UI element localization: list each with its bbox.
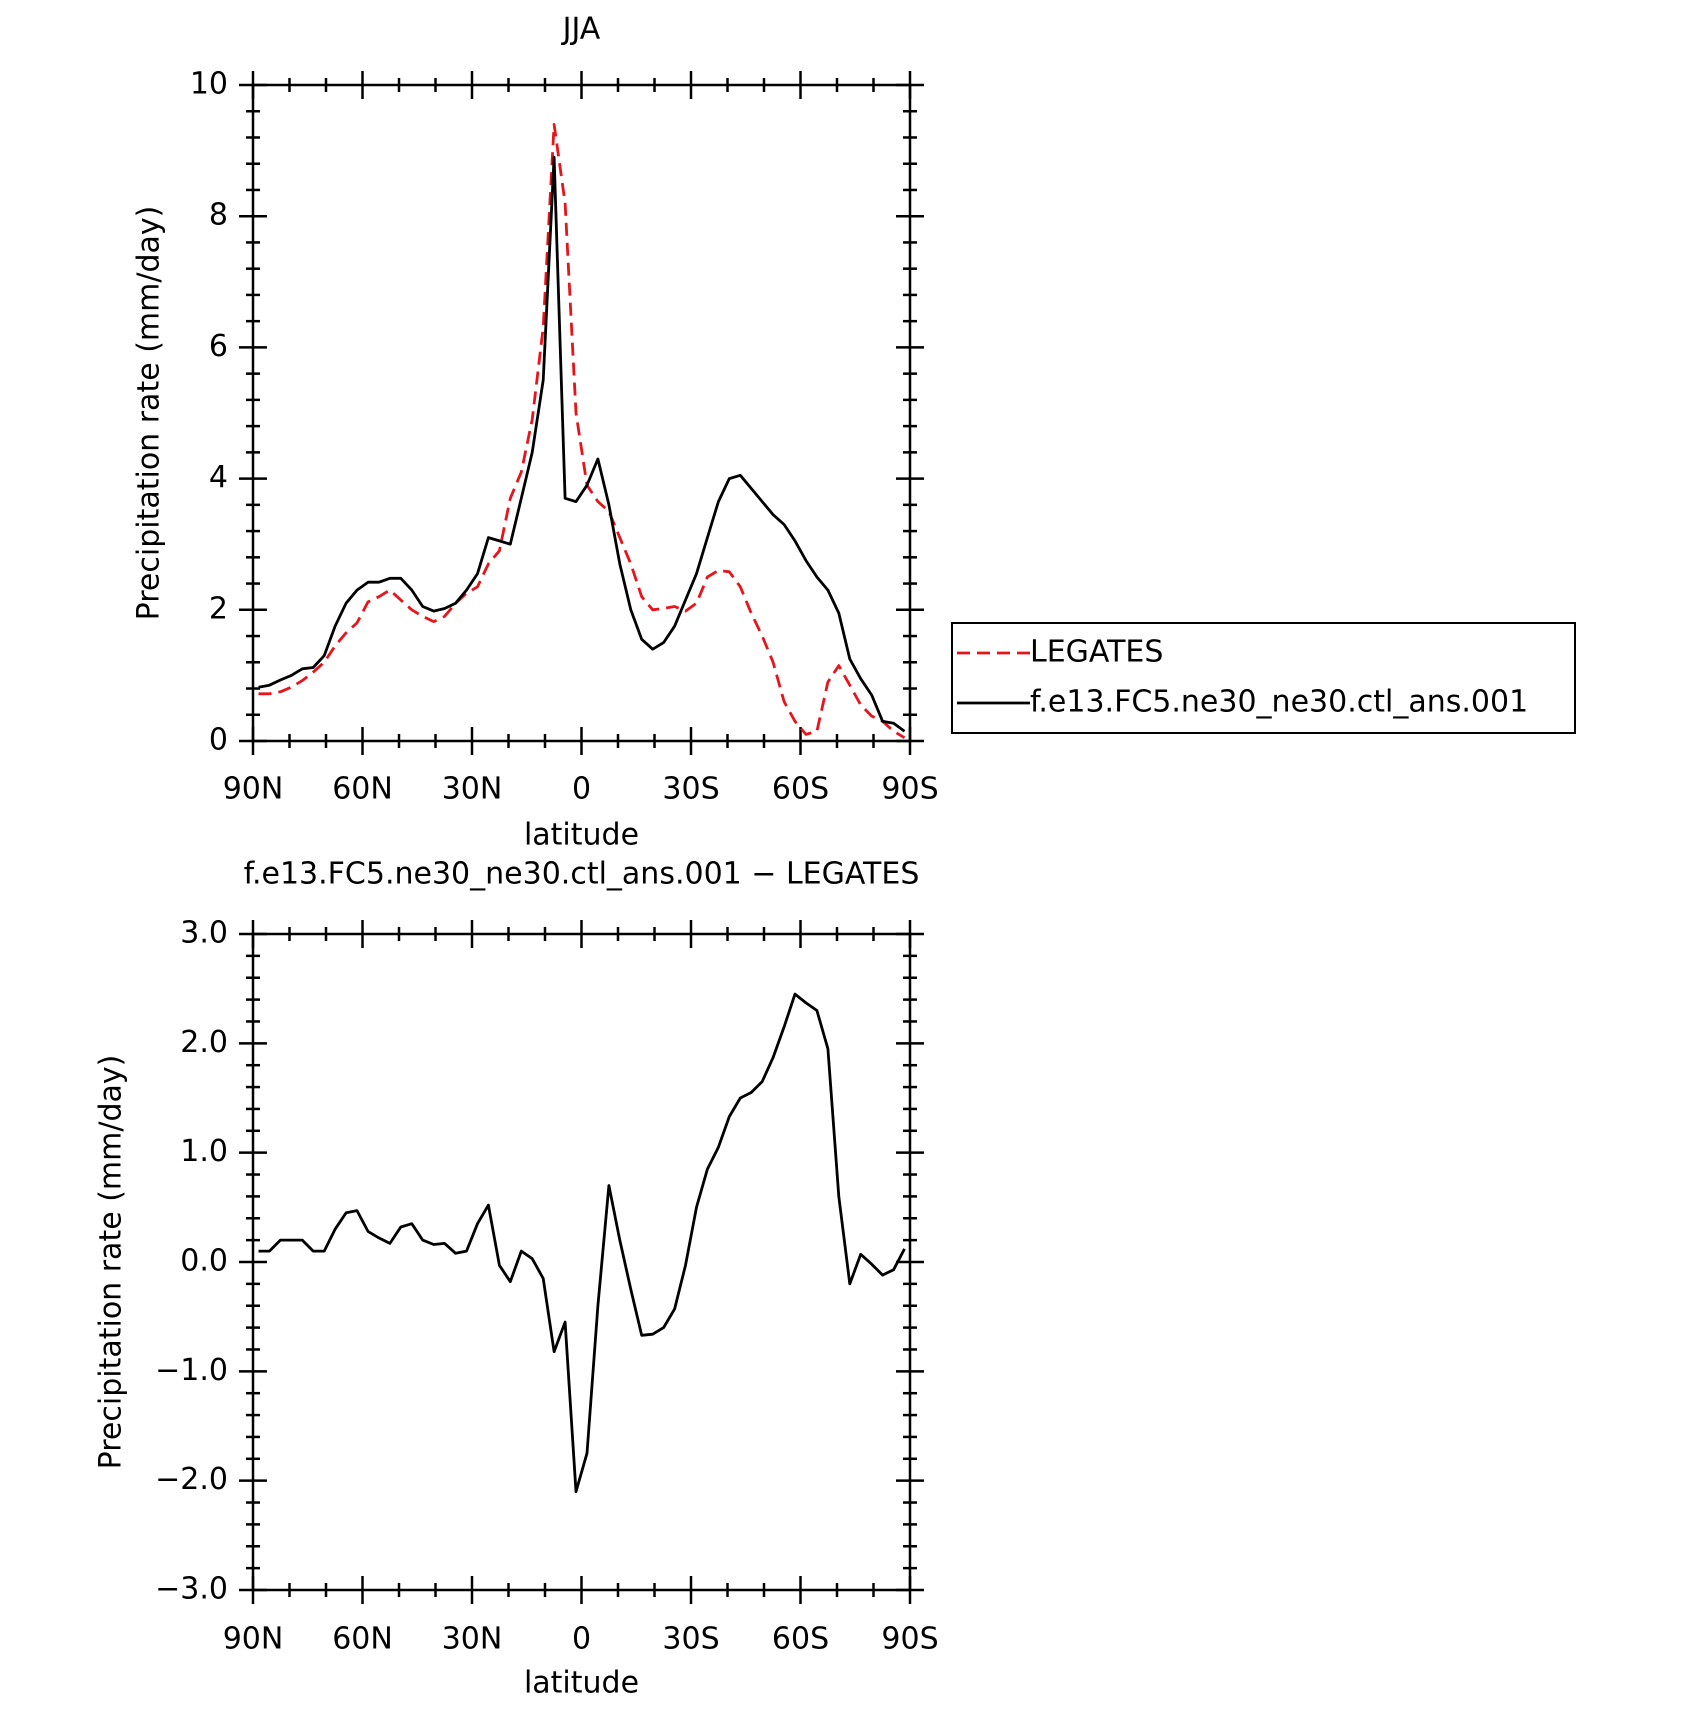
x-tick-label: 90N xyxy=(223,1622,284,1657)
legend-label: f.e13.FC5.ne30_ne30.ctl_ans.001 xyxy=(1030,685,1528,720)
x-tick-label: 30N xyxy=(442,1622,503,1657)
data-line xyxy=(258,992,906,1493)
x-tick-label: 90S xyxy=(881,772,938,807)
y-tick-label: 0.0 xyxy=(180,1244,228,1279)
x-tick-label: 0 xyxy=(572,772,591,807)
y-tick-label: 4 xyxy=(209,460,228,495)
x-tick-label: 90S xyxy=(881,1622,938,1657)
y-tick-label: −1.0 xyxy=(155,1353,228,1388)
x-tick-label: 30N xyxy=(442,772,503,807)
x-tick-label: 60N xyxy=(332,772,393,807)
x-tick-label: 0 xyxy=(572,1622,591,1657)
y-tick-label: 8 xyxy=(209,198,228,233)
plot-frame xyxy=(251,932,912,1592)
data-line xyxy=(258,123,906,739)
chart-title: f.e13.FC5.ne30_ne30.ctl_ans.001 − LEGATE… xyxy=(244,857,920,892)
y-tick-label: 3.0 xyxy=(180,916,228,951)
y-tick-label: 0 xyxy=(209,723,228,758)
y-axis-label: Precipitation rate (mm/day) xyxy=(94,1055,129,1470)
legend-box xyxy=(951,622,1576,734)
y-axis-label: Precipitation rate (mm/day) xyxy=(132,206,167,621)
y-tick-label: 1.0 xyxy=(180,1134,228,1169)
y-tick-label: 6 xyxy=(209,329,228,364)
data-line xyxy=(258,155,906,733)
x-axis-label: latitude xyxy=(524,818,639,853)
y-tick-label: −2.0 xyxy=(155,1462,228,1497)
x-tick-label: 90N xyxy=(223,772,284,807)
x-tick-label: 30S xyxy=(662,1622,719,1657)
chart-title: JJA xyxy=(561,12,601,47)
x-tick-label: 60S xyxy=(772,772,829,807)
x-axis-label: latitude xyxy=(524,1666,639,1701)
y-tick-label: 2 xyxy=(209,591,228,626)
plot-frame xyxy=(251,83,912,743)
x-tick-label: 60S xyxy=(772,1622,829,1657)
y-tick-label: −3.0 xyxy=(155,1572,228,1607)
y-tick-label: 2.0 xyxy=(180,1025,228,1060)
x-tick-label: 30S xyxy=(662,772,719,807)
legend-label: LEGATES xyxy=(1030,635,1163,670)
x-tick-label: 60N xyxy=(332,1622,393,1657)
y-tick-label: 10 xyxy=(190,67,228,102)
